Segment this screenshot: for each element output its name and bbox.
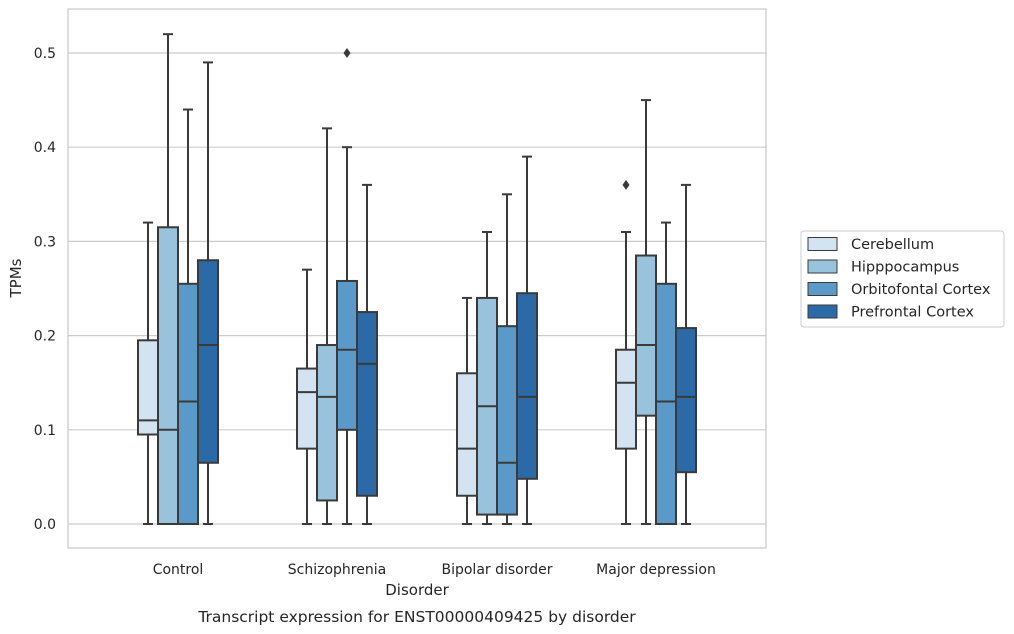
box-body	[316, 344, 338, 502]
box-hipppocampus-1	[316, 127, 338, 525]
x-tick-label: Control	[153, 562, 204, 578]
x-tick-label: Bipolar disorder	[441, 562, 552, 578]
y-axis-label: TPMs	[7, 258, 25, 298]
box-orbitofontal-cortex-3	[655, 221, 677, 526]
legend-swatch	[807, 237, 838, 251]
box-cerebellum-3	[615, 179, 637, 525]
x-tick-label: Schizophrenia	[288, 562, 386, 578]
outlier-point	[343, 48, 351, 58]
box-body	[177, 282, 199, 526]
box-prefrontal-cortex-2	[516, 155, 538, 525]
box-body	[296, 367, 318, 450]
y-tick-labels: 0.0 0.1 0.2 0.3 0.4 0.5	[34, 46, 56, 533]
box-body	[496, 325, 518, 516]
box-body	[675, 327, 697, 474]
x-tick-labels: Control Schizophrenia Bipolar disorder Majo…	[153, 562, 716, 578]
legend-frame	[800, 230, 1005, 328]
box-prefrontal-cortex-3	[675, 183, 697, 525]
box-body	[157, 226, 179, 526]
legend-label: Cerebellum	[851, 237, 934, 253]
y-tick-label: 0.1	[34, 423, 56, 439]
x-axis-label: Disorder	[385, 581, 449, 599]
x-tick-label: Major depression	[596, 562, 716, 578]
box-prefrontal-cortex-0	[197, 61, 219, 525]
legend-swatch	[807, 304, 838, 319]
legend-label: Orbitofontal Cortex	[851, 282, 991, 298]
box-body	[615, 348, 637, 450]
box-orbitofontal-cortex-0	[177, 108, 199, 526]
box-body	[197, 259, 219, 464]
y-tick-label: 0.5	[34, 46, 56, 62]
y-tick-label: 0.4	[34, 140, 56, 156]
box-hipppocampus-2	[476, 230, 498, 525]
box-body	[655, 282, 677, 526]
outlier-point	[622, 179, 630, 190]
legend-label: Hipppocampus	[851, 260, 959, 276]
legend-label: Prefrontal Cortex	[851, 305, 974, 321]
box-orbitofontal-cortex-1	[336, 48, 358, 525]
legend-swatch	[807, 259, 838, 274]
box-cerebellum-0	[137, 221, 159, 525]
box-hipppocampus-3	[635, 99, 657, 525]
box-cerebellum-2	[456, 296, 478, 525]
legend-swatch	[807, 282, 838, 296]
legend: Cerebellum Hipppocampus Orbitofontal Corte…	[800, 230, 1005, 328]
y-tick-label: 0.3	[34, 234, 56, 250]
box-body	[336, 279, 358, 431]
box-prefrontal-cortex-1	[356, 183, 378, 525]
box-orbitofontal-cortex-2	[496, 193, 518, 525]
box-hipppocampus-0	[157, 33, 179, 526]
box-body	[635, 254, 657, 417]
box-body	[356, 311, 378, 497]
chart-caption: Transcript expression for ENST0000040942…	[197, 608, 636, 626]
box-body	[456, 372, 478, 497]
box-cerebellum-1	[296, 268, 318, 525]
y-tick-label: 0.2	[34, 329, 56, 345]
y-tick-label: 0.0	[34, 517, 56, 533]
box-series	[137, 33, 697, 526]
box-body	[516, 292, 538, 480]
plot-frame	[67, 8, 767, 549]
